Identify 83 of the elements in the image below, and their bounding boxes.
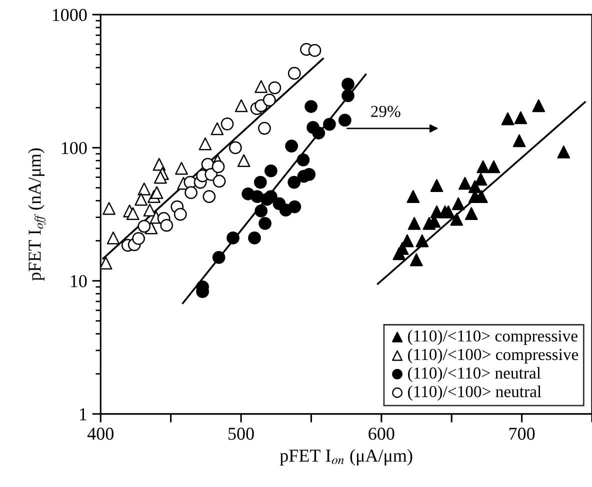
point	[100, 256, 112, 270]
point	[102, 202, 116, 215]
point	[406, 190, 420, 203]
point	[126, 207, 140, 220]
point	[138, 182, 151, 196]
point	[175, 162, 188, 175]
point	[557, 145, 570, 158]
point	[184, 186, 198, 200]
point	[226, 232, 240, 244]
point	[264, 190, 278, 203]
y-tick-label: 1000	[52, 8, 87, 22]
point	[474, 172, 488, 186]
point	[458, 176, 472, 190]
point	[212, 174, 226, 188]
x-tick-label: 700	[509, 428, 535, 440]
point	[487, 160, 500, 174]
point	[288, 66, 301, 80]
point	[308, 44, 322, 57]
point	[312, 126, 326, 140]
point	[410, 253, 423, 266]
point	[288, 176, 301, 189]
point	[501, 112, 514, 126]
point	[342, 89, 354, 102]
point	[323, 118, 336, 131]
point	[228, 141, 242, 154]
point	[212, 250, 226, 264]
legend-label: (110)/<100> compressive	[408, 348, 578, 364]
point	[234, 99, 248, 112]
legend-label: (110)/<100> neutral	[408, 386, 542, 401]
x-tick-label: 500	[228, 428, 254, 440]
legend-label: (110)/<110> compressive	[408, 330, 578, 345]
point	[134, 192, 148, 206]
point	[198, 137, 212, 150]
legend-label: (110)/<110> neutral	[408, 366, 541, 382]
point	[210, 122, 224, 136]
point	[430, 179, 444, 192]
point	[442, 205, 455, 218]
point	[450, 212, 464, 226]
y-axis-title: pFET I$_{off}$ (nA/μm)	[28, 148, 46, 281]
point	[296, 153, 310, 166]
point	[138, 220, 151, 233]
y-tick-label: 100	[62, 142, 87, 154]
point	[212, 160, 225, 174]
point	[338, 114, 352, 127]
point	[254, 176, 267, 189]
point	[408, 216, 421, 230]
point	[452, 197, 465, 210]
point	[268, 81, 282, 94]
point	[132, 232, 145, 245]
point	[160, 218, 174, 232]
point	[154, 170, 167, 184]
point	[514, 111, 528, 124]
point	[248, 232, 261, 244]
point	[464, 207, 478, 220]
point	[476, 160, 490, 174]
point	[258, 122, 271, 135]
point	[220, 117, 234, 130]
point	[150, 186, 164, 200]
point	[254, 204, 268, 218]
point	[512, 134, 526, 148]
point	[416, 234, 429, 248]
point	[392, 247, 406, 260]
annotation: 29%	[371, 106, 400, 118]
x-axis-title: pFET I$_{on}$ (μA/μm)	[280, 449, 412, 466]
point	[532, 99, 546, 112]
point	[304, 100, 318, 113]
point	[297, 170, 310, 183]
point	[264, 164, 278, 178]
x-tick-label: 400	[87, 428, 114, 440]
point	[262, 94, 276, 107]
point	[143, 204, 156, 217]
point	[106, 232, 120, 244]
point	[237, 154, 250, 168]
y-tick-label: 1	[80, 408, 86, 420]
point	[258, 216, 272, 230]
point	[285, 140, 298, 152]
x-tick-label: 600	[368, 428, 394, 440]
y-tick-label: 10	[70, 275, 87, 288]
point	[342, 78, 354, 91]
point	[254, 80, 268, 94]
point	[288, 200, 302, 214]
point	[202, 190, 216, 203]
point	[174, 208, 187, 221]
